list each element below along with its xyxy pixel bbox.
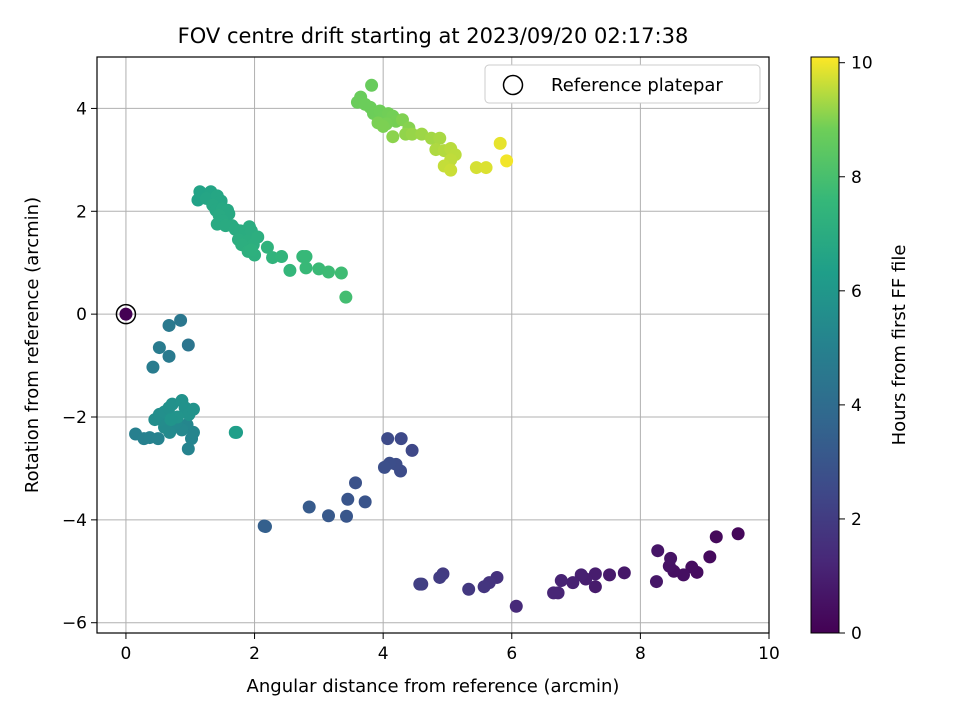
data-point — [603, 568, 617, 582]
axes: 0 2 4 6 8 10 −6 −4 −2 0 2 4 — [62, 99, 780, 664]
data-point — [500, 154, 514, 168]
plot-frame — [96, 56, 770, 634]
data-point — [340, 509, 354, 523]
legend-reference-marker — [502, 74, 524, 96]
data-point — [174, 313, 188, 327]
data-point — [302, 500, 316, 514]
colorbar-tick-label: 10 — [851, 54, 873, 74]
data-point — [617, 566, 631, 580]
y-axis-label: Rotation from reference (arcmin) — [22, 197, 43, 493]
y-tick-label: −2 — [62, 408, 87, 428]
reference-marker — [115, 303, 137, 325]
data-point — [394, 432, 408, 446]
data-point — [588, 580, 602, 594]
x-axis-label: Angular distance from reference (arcmin) — [247, 676, 620, 697]
data-point — [554, 574, 568, 588]
data-point — [493, 136, 507, 150]
chart-title: FOV centre drift starting at 2023/09/20 … — [178, 24, 689, 48]
colorbar-label: Hours from first FF file — [889, 245, 910, 446]
data-point — [119, 307, 133, 321]
x-tick-label: 6 — [506, 644, 517, 664]
colorbar-frame — [810, 56, 840, 634]
colorbar-tick-label: 0 — [851, 624, 862, 644]
data-point — [349, 476, 363, 490]
data-point — [283, 263, 297, 277]
y-tick-label: −4 — [62, 511, 87, 531]
colorbar-tick-label: 2 — [851, 510, 862, 530]
data-point — [381, 432, 395, 446]
data-point — [258, 520, 272, 534]
data-point — [164, 413, 178, 427]
data-point — [244, 243, 258, 257]
data-point — [322, 265, 336, 279]
data-point — [334, 266, 348, 280]
data-point — [152, 341, 166, 355]
x-tick-label: 4 — [378, 644, 389, 664]
data-point — [664, 551, 678, 565]
data-point — [376, 119, 390, 133]
colorbar-ticks: 0 2 4 6 8 10 — [839, 54, 873, 644]
data-point — [574, 568, 588, 582]
data-point — [444, 163, 458, 177]
data-point — [477, 580, 491, 594]
legend: Reference platepar — [484, 64, 761, 104]
data-point — [469, 161, 483, 175]
colorbar-tick-label: 8 — [851, 168, 862, 188]
data-point — [731, 527, 745, 541]
data-point — [181, 338, 195, 352]
x-tick-label: 2 — [249, 644, 260, 664]
data-point — [151, 432, 165, 446]
colorbar-gradient — [811, 57, 839, 633]
data-point — [709, 530, 723, 544]
data-point — [228, 425, 242, 439]
data-point — [405, 127, 419, 141]
data-point — [341, 492, 355, 506]
data-point — [251, 230, 265, 244]
data-point — [386, 130, 400, 144]
data-point — [299, 250, 313, 264]
y-tick-label: 0 — [76, 305, 87, 325]
data-point — [566, 576, 580, 590]
legend-box — [484, 64, 761, 104]
data-point — [433, 131, 447, 145]
data-point — [649, 575, 663, 589]
legend-entry-reference: Reference platepar — [551, 75, 723, 96]
data-point — [260, 240, 274, 254]
x-tick-label: 0 — [121, 644, 132, 664]
data-point — [433, 570, 447, 584]
data-point — [365, 78, 379, 92]
data-point — [509, 599, 523, 613]
data-point — [588, 567, 602, 581]
data-point — [405, 443, 419, 457]
data-point — [358, 495, 372, 509]
data-point — [162, 349, 176, 363]
x-tick-label: 10 — [758, 644, 780, 664]
y-tick-label: −6 — [62, 614, 87, 634]
y-tick-label: 2 — [76, 202, 87, 222]
data-point — [479, 161, 493, 175]
x-tick-label: 8 — [635, 644, 646, 664]
data-point — [339, 290, 353, 304]
colorbar: 0 2 4 6 8 10 Hours from first FF file — [810, 54, 910, 644]
data-point — [322, 509, 336, 523]
data-point — [377, 460, 391, 474]
colorbar-tick-label: 4 — [851, 396, 862, 416]
data-point — [547, 586, 561, 600]
data-point — [651, 544, 665, 558]
data-point — [146, 360, 160, 374]
data-point — [462, 582, 476, 596]
data-point — [275, 250, 289, 264]
data-point — [413, 577, 427, 591]
data-point — [299, 261, 313, 275]
data-point — [162, 318, 176, 332]
data-point — [181, 442, 195, 456]
data-point — [186, 402, 200, 416]
data-point — [703, 550, 717, 564]
data-points — [115, 78, 745, 613]
colorbar-tick-label: 6 — [851, 282, 862, 302]
data-point — [685, 560, 699, 574]
y-tick-label: 4 — [76, 99, 87, 119]
